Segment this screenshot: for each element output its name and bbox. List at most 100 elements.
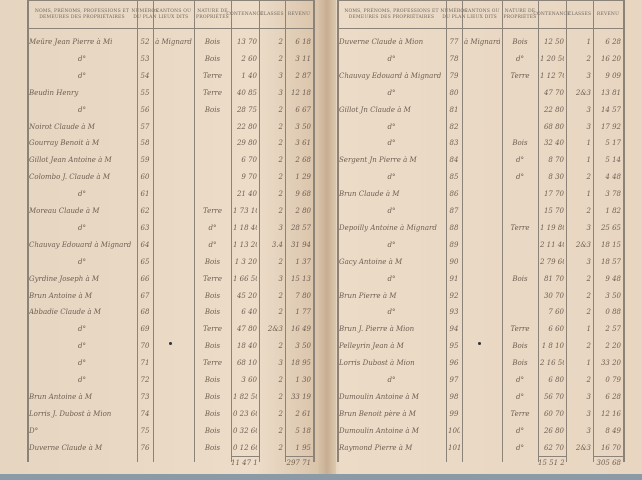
row-contenance: 56 70 — [543, 392, 564, 401]
row-revenu: 3 50 — [295, 342, 311, 351]
row-names: Gyrdine Joseph à M — [29, 274, 100, 283]
row-nature: Bois — [204, 54, 221, 63]
row-classes: 2 — [278, 426, 283, 435]
row-numero: 73 — [140, 392, 150, 401]
row-numero: 83 — [449, 139, 459, 148]
row-contenance: 1 20 50 — [540, 54, 564, 63]
row-revenu: 7 80 — [295, 291, 311, 300]
row-contenance: 18 40 — [236, 342, 257, 351]
row-names: d° — [387, 308, 396, 317]
row-contenance: 1 18 40 — [233, 223, 257, 232]
row-numero: 86 — [449, 190, 459, 199]
row-contenance: 1 66 50 — [233, 274, 257, 283]
row-numero: 64 — [140, 240, 150, 249]
row-classes: 3 — [586, 122, 591, 131]
row-names: Brun Antoine à M — [29, 392, 93, 401]
row-nature: Terre — [202, 359, 223, 368]
row-numero: 66 — [140, 274, 150, 283]
row-revenu: 1 77 — [295, 308, 311, 317]
row-numero: 71 — [140, 359, 150, 368]
row-classes: 2 — [278, 409, 283, 418]
row-classes: 2 — [586, 54, 591, 63]
row-names: d° — [387, 88, 396, 97]
column-rule — [538, 0, 539, 462]
header-numero: NUMÉROS DU PLAN — [131, 9, 159, 20]
row-classes: 2 — [278, 392, 283, 401]
row-names: Sergent Jn Pierre à M — [339, 156, 417, 165]
row-names: Colombo J. Claude à M — [29, 173, 110, 182]
row-numero: 70 — [140, 342, 150, 351]
ink-dot — [478, 342, 481, 345]
row-names: d° — [78, 359, 86, 368]
row-nature: Terre — [202, 274, 223, 283]
row-contenance: 60 70 — [543, 409, 564, 418]
row-numero: 95 — [449, 342, 459, 351]
row-names: Beudin Henry — [29, 88, 79, 97]
header-numero: NUMÉROS DU PLAN — [440, 9, 468, 20]
row-names: Moreau Claude à M — [29, 207, 100, 215]
row-classes: 3 — [586, 71, 591, 80]
row-contenance: 30 70 — [543, 291, 564, 300]
row-revenu: 2 57 — [605, 325, 621, 334]
row-revenu: 3 78 — [605, 190, 621, 199]
row-contenance: 1 19 80 — [540, 223, 564, 232]
row-numero: 88 — [449, 223, 459, 232]
row-revenu: 3 50 — [295, 122, 311, 131]
row-contenance: 40 85 — [236, 88, 257, 97]
header-rule — [337, 28, 623, 29]
row-contenance: 0 23 60 — [233, 409, 257, 418]
row-contenance: 47 80 — [236, 325, 257, 334]
row-contenance: 32 40 — [543, 139, 564, 148]
row-revenu: 14 57 — [600, 105, 621, 114]
row-classes: 2 — [278, 376, 283, 384]
row-contenance: 9 70 — [241, 173, 257, 182]
row-numero: 59 — [140, 156, 150, 165]
row-names: d° — [78, 190, 86, 199]
row-classes: 1 — [586, 38, 591, 46]
column-rule — [337, 0, 339, 462]
row-contenance: 3 60 — [241, 376, 257, 384]
row-classes: 3 — [586, 409, 591, 418]
header-rule — [27, 28, 313, 29]
row-nature: Bois — [204, 392, 221, 401]
row-numero: 90 — [449, 257, 459, 266]
row-numero: 52 — [140, 38, 150, 46]
row-revenu: 12 18 — [290, 88, 311, 97]
row-classes: 2 — [278, 105, 283, 114]
row-contenance: 6 60 — [548, 325, 564, 334]
row-contenance: 81 70 — [543, 274, 564, 283]
row-classes: 3 — [586, 257, 591, 266]
header-rule — [337, 0, 623, 1]
row-numero: 57 — [140, 122, 150, 131]
row-revenu: 18 57 — [600, 257, 621, 266]
row-names: d° — [78, 71, 86, 80]
row-contenance: 29 80 — [236, 139, 257, 148]
row-numero: 96 — [449, 359, 459, 368]
row-nature: d° — [208, 240, 217, 249]
row-contenance: 1 8 10 — [541, 342, 564, 351]
book-gutter — [318, 0, 336, 474]
row-names: d° — [387, 139, 396, 148]
row-nature: Terre — [510, 71, 530, 80]
row-names: D° — [29, 426, 39, 435]
row-contenance: 17 70 — [543, 190, 564, 199]
row-revenu: 1 29 — [295, 173, 311, 182]
row-names: d° — [387, 207, 396, 215]
row-classes: 1 — [586, 190, 591, 199]
header-classes: CLASSES — [567, 12, 592, 17]
row-contenance: 8 70 — [548, 156, 564, 165]
row-numero: 78 — [449, 54, 459, 63]
row-classes: 3 — [278, 71, 283, 80]
row-names: Gacy Antoine à M — [339, 257, 403, 266]
row-numero: 61 — [140, 190, 150, 199]
row-revenu: 1 95 — [295, 443, 311, 452]
row-revenu: 12 16 — [600, 409, 621, 418]
row-numero: 89 — [449, 240, 459, 249]
row-classes: 2 — [586, 291, 591, 300]
row-classes: 2 — [586, 376, 591, 384]
row-names: Brun Claude à M — [339, 190, 400, 199]
row-numero: 58 — [140, 139, 150, 148]
row-names: Meüre Jean Pierre à Mi — [29, 38, 113, 46]
row-names: d° — [78, 342, 86, 351]
row-numero: 56 — [140, 105, 150, 114]
